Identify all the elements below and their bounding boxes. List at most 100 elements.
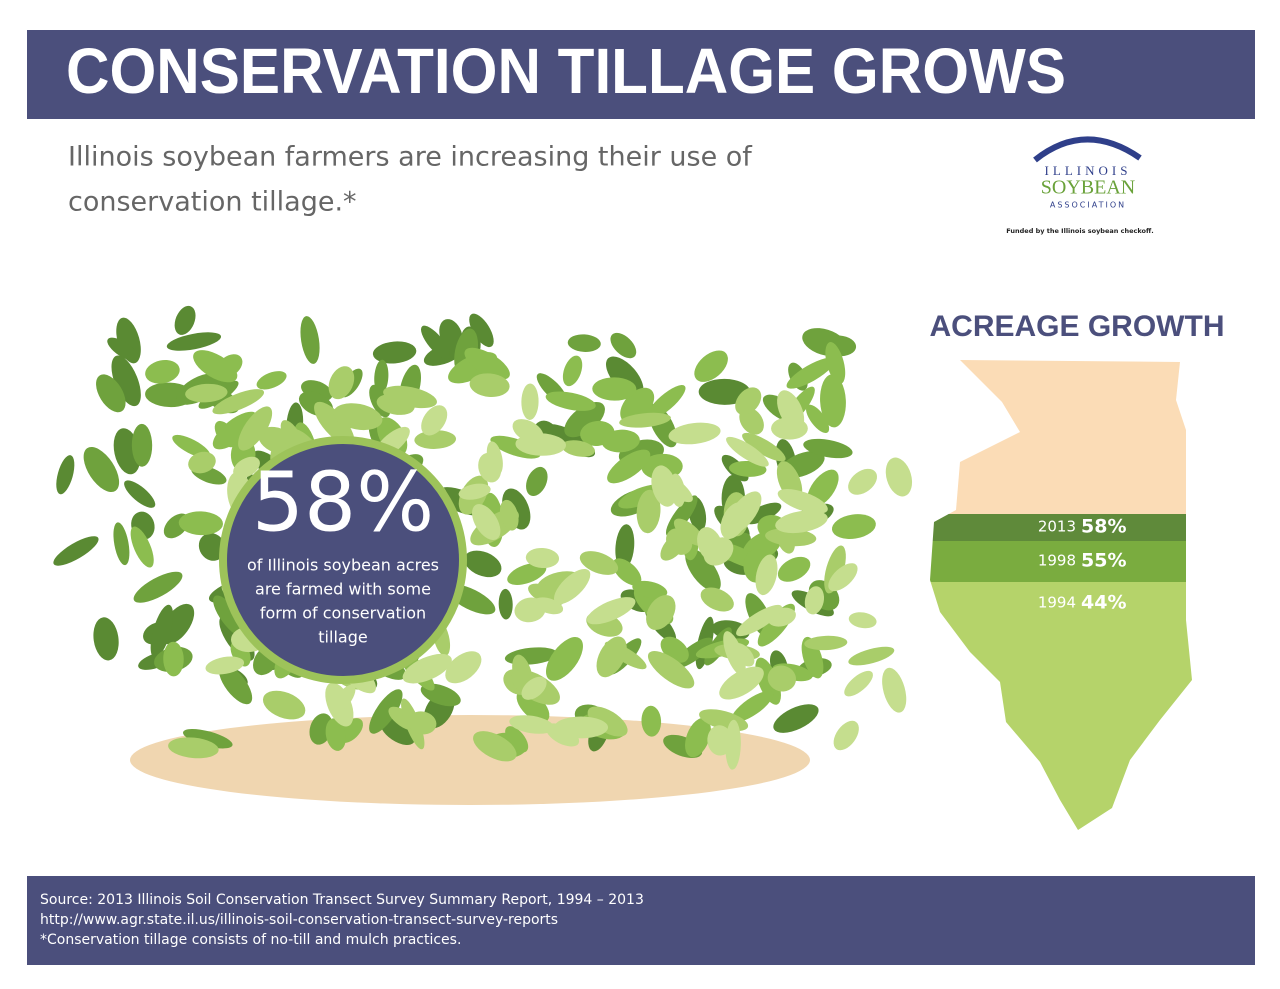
leaf: [507, 562, 547, 585]
leaf: [632, 580, 668, 599]
leaf: [464, 347, 510, 380]
leaf: [328, 366, 355, 400]
leaf: [545, 391, 596, 411]
leaf: [587, 706, 628, 737]
leaf: [719, 666, 764, 700]
leaf: [509, 715, 555, 734]
leaf: [163, 641, 184, 677]
title: CONSERVATION TILLAGE GROWS: [66, 35, 1066, 107]
leaf: [596, 636, 627, 678]
logo: ILLINOIS SOYBEAN ASSOCIATION Funded by t…: [1006, 136, 1154, 235]
leaf: [56, 455, 75, 495]
leaf: [767, 665, 797, 692]
row-year: 1998: [1038, 552, 1076, 570]
leaf: [168, 737, 219, 759]
leaf: [166, 332, 222, 351]
leaf: [685, 717, 711, 758]
leaf: [107, 337, 139, 362]
leaf: [300, 316, 320, 364]
leaf: [145, 359, 180, 384]
leaf: [771, 417, 808, 440]
leaf: [421, 405, 448, 436]
leaf: [369, 689, 403, 734]
leaf: [735, 387, 762, 416]
map-band: [930, 541, 1192, 582]
leaf: [113, 522, 130, 566]
logo-bottom: ASSOCIATION: [1050, 201, 1126, 210]
leaf: [445, 651, 482, 684]
leaf: [333, 684, 356, 713]
leaf: [314, 401, 355, 446]
leaf: [280, 420, 303, 451]
footer-line: Source: 2013 Illinois Soil Conservation …: [40, 892, 644, 908]
leaf: [150, 604, 174, 658]
leaf: [562, 355, 583, 387]
leaf: [697, 527, 723, 562]
leaf: [610, 332, 637, 359]
logo-arc: [1033, 136, 1142, 163]
leaf: [111, 355, 141, 407]
leaf: [505, 726, 529, 753]
leaf: [212, 411, 258, 450]
leaf: [545, 637, 583, 681]
leaf: [885, 457, 913, 497]
leaf: [420, 325, 450, 360]
leaf: [647, 651, 695, 689]
leaf: [804, 586, 825, 615]
leaf: [673, 518, 705, 546]
leaf: [212, 389, 265, 415]
leaf: [646, 594, 676, 631]
leaf: [564, 401, 605, 438]
leaf: [486, 441, 503, 475]
leaf: [726, 436, 769, 467]
highlight-text: form of conservation: [260, 604, 426, 623]
leaf: [380, 716, 416, 745]
leaf: [700, 587, 734, 612]
leaf: [561, 440, 595, 457]
leaf: [615, 524, 635, 570]
footer-line: http://www.agr.state.il.us/illinois-soil…: [40, 912, 558, 928]
leaf: [514, 597, 546, 623]
leaf: [601, 429, 640, 453]
map-band: [930, 360, 1192, 514]
highlight-text: tillage: [318, 628, 367, 647]
leaf: [473, 731, 517, 762]
leaf: [619, 412, 671, 428]
leaf: [844, 670, 873, 697]
leaf: [93, 617, 119, 661]
leaf: [333, 403, 383, 431]
leaf: [805, 404, 830, 433]
leaf: [825, 342, 846, 384]
leaf: [685, 548, 721, 592]
soybean-plants: [53, 305, 913, 805]
leaf: [130, 526, 154, 568]
leaf: [213, 595, 247, 638]
leaf: [612, 558, 642, 586]
footer-band: [27, 876, 1255, 965]
leaf: [848, 646, 895, 666]
leaf: [882, 667, 907, 713]
footer-line: *Conservation tillage consists of no-til…: [40, 932, 461, 948]
logo-top: ILLINOIS: [1045, 163, 1132, 178]
leaf: [383, 385, 437, 409]
highlight-text: are farmed with some: [255, 580, 431, 599]
soil: [130, 715, 810, 805]
leaf: [653, 470, 693, 503]
leaf: [183, 728, 233, 749]
leaf: [525, 547, 560, 569]
leaf: [636, 489, 661, 534]
leaf: [592, 377, 637, 401]
leaf: [198, 533, 226, 561]
row-year: 2013: [1038, 518, 1076, 536]
map-band: [930, 514, 1192, 541]
leaf: [218, 664, 253, 705]
leaf: [586, 597, 636, 625]
leaf: [458, 483, 491, 500]
logo-middle: SOYBEAN: [1041, 177, 1135, 199]
leaf: [828, 563, 858, 592]
leaf: [848, 612, 877, 629]
leaf: [773, 704, 819, 733]
leaf: [521, 383, 539, 420]
leaf: [777, 489, 828, 514]
